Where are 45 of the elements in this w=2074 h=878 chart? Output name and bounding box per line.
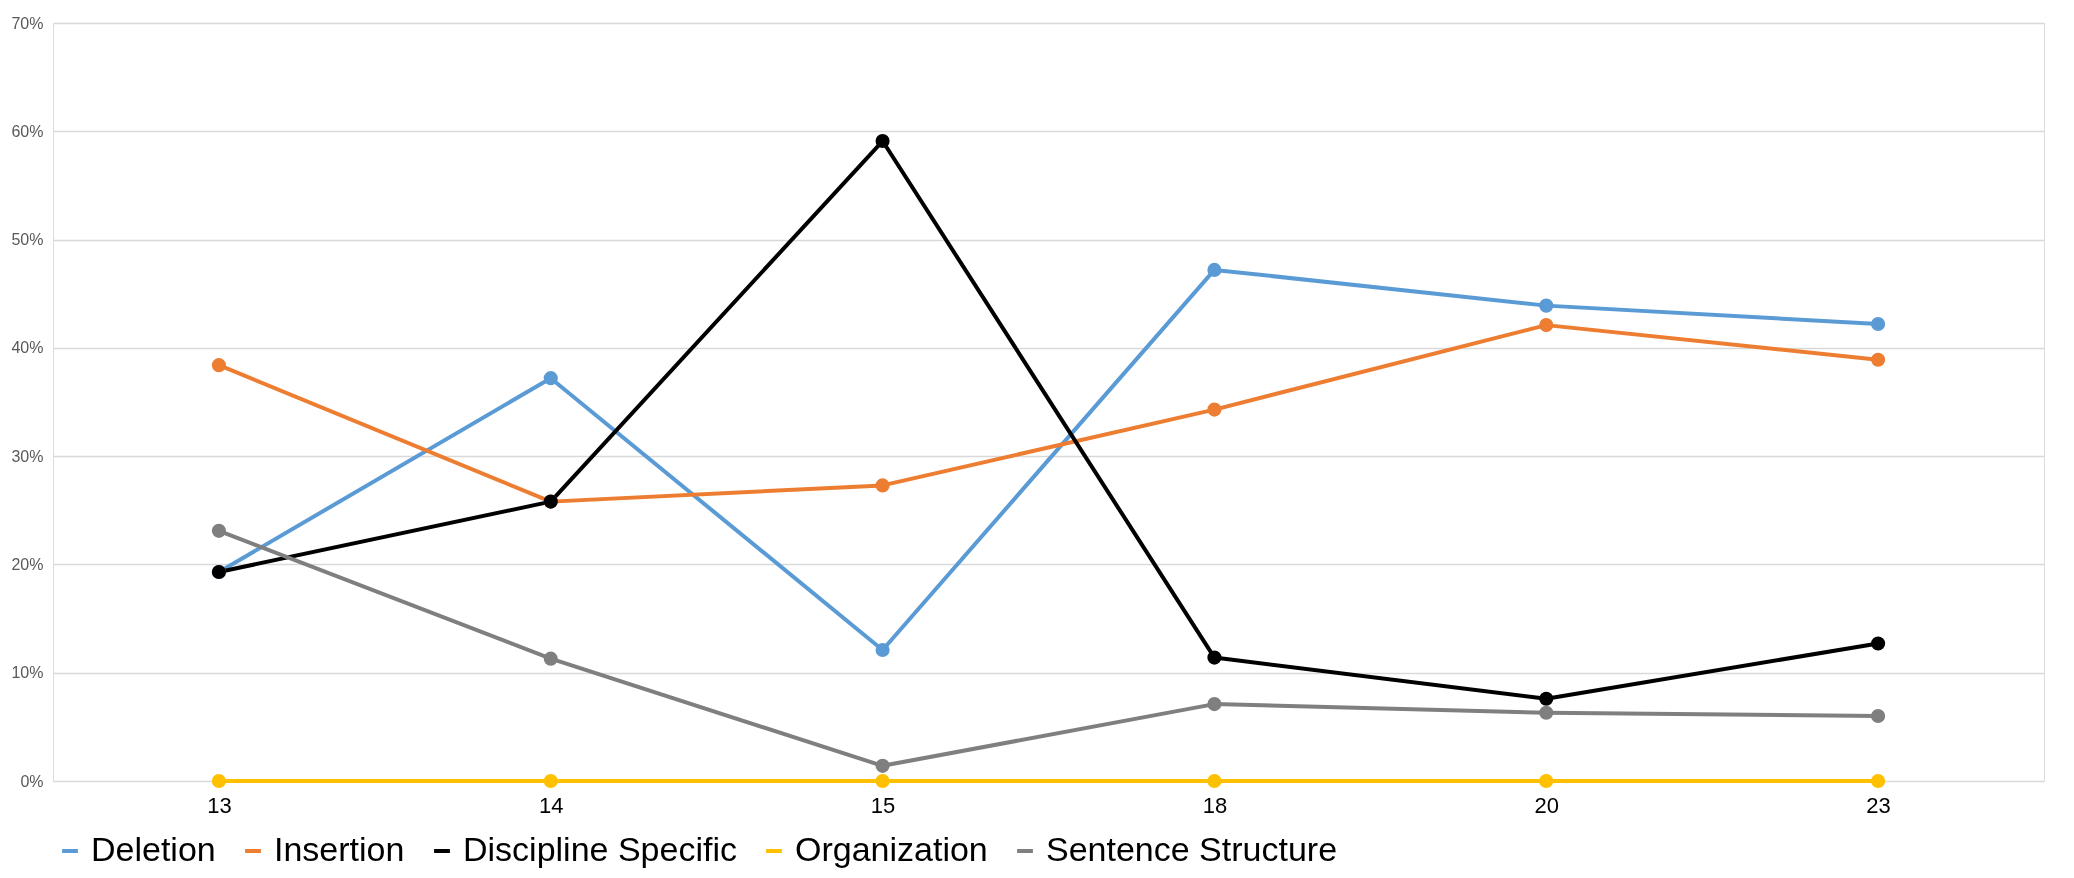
y-tick-label: 10% [11, 664, 44, 682]
y-tick-label: 70% [11, 14, 44, 32]
point [1207, 773, 1222, 789]
point [1207, 402, 1222, 417]
legend-label: Insertion [274, 830, 405, 868]
point [211, 358, 226, 373]
point [1539, 773, 1554, 789]
point [1539, 298, 1554, 313]
point [543, 651, 558, 666]
point [1871, 708, 1886, 724]
point [1871, 636, 1886, 651]
x-tick-label: 23 [1866, 792, 1891, 818]
legend-label: Sentence Structure [1046, 830, 1338, 868]
point [543, 371, 558, 386]
point [875, 758, 890, 773]
point [1539, 705, 1554, 720]
y-tick-label: 40% [11, 339, 44, 357]
x-tick-label: 15 [870, 792, 896, 818]
point [1871, 352, 1886, 367]
point [875, 642, 890, 658]
legend-label: Discipline Specific [463, 830, 737, 868]
point [1871, 773, 1886, 789]
point [875, 478, 890, 493]
point [211, 523, 226, 538]
point [1871, 316, 1886, 332]
x-tick-label: 18 [1202, 792, 1228, 818]
point [1207, 262, 1222, 277]
point [875, 773, 890, 789]
x-tick-label: 13 [207, 792, 232, 818]
point [1539, 318, 1554, 333]
point [543, 773, 558, 789]
x-tick-label: 14 [539, 792, 564, 818]
y-tick-label: 50% [11, 231, 44, 249]
x-tick-label: 20 [1534, 792, 1559, 818]
y-tick-label: 20% [11, 555, 44, 573]
point [211, 773, 226, 789]
y-tick-label: 60% [11, 122, 44, 140]
legend-label: Deletion [91, 830, 216, 868]
y-tick-label: 0% [20, 772, 44, 790]
point [1539, 691, 1554, 706]
point [875, 133, 890, 149]
y-tick-label: 30% [11, 447, 44, 465]
point [1207, 650, 1222, 665]
legend-label: Organization [795, 830, 988, 868]
point [1207, 697, 1222, 712]
